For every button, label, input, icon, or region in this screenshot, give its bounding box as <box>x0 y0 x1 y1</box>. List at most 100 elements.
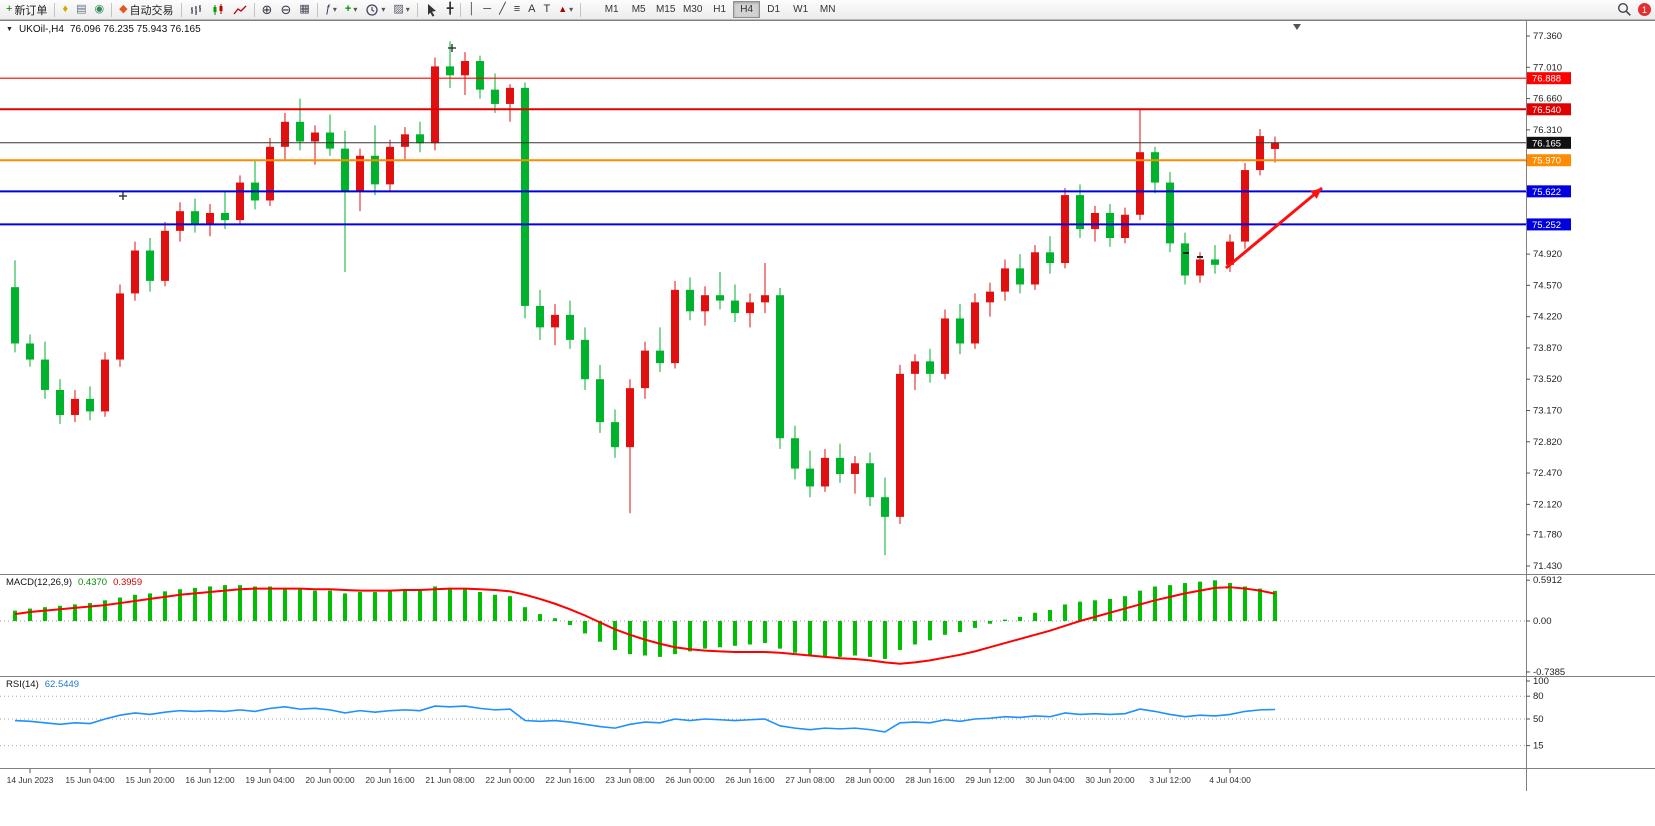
notification-badge[interactable]: 1 <box>1638 3 1651 16</box>
toolbar-separator <box>580 2 582 17</box>
zoom-out-button[interactable]: ⊖ <box>276 1 295 18</box>
trend-arrow-annotation[interactable] <box>1225 186 1323 270</box>
candle <box>971 302 979 344</box>
candle <box>686 289 694 312</box>
macd-histogram-bar <box>448 587 452 621</box>
cursor-button[interactable] <box>421 1 443 18</box>
horizontal-line-button[interactable]: ─ <box>479 1 495 18</box>
macd-histogram-bar <box>1258 588 1262 621</box>
macd-axis-label: -0.7385 <box>1533 667 1565 678</box>
candle <box>446 66 454 76</box>
time-axis-label: 23 Jun 08:00 <box>605 775 654 785</box>
fibonacci-button[interactable]: ≡ <box>510 1 524 18</box>
price-shift-marker[interactable] <box>1293 24 1301 30</box>
candle <box>191 211 199 224</box>
bar-chart-button[interactable] <box>185 1 207 18</box>
line-chart-button[interactable] <box>229 1 251 18</box>
candle <box>611 422 619 448</box>
indicators-button[interactable]: ƒ ▾ <box>321 1 341 18</box>
macd-histogram-bar <box>193 587 197 621</box>
candle <box>101 359 109 412</box>
timeframe-m15-button[interactable]: M15 <box>652 1 679 18</box>
candle <box>491 89 499 104</box>
candle <box>221 212 229 221</box>
community-button[interactable]: ◉ <box>90 1 108 18</box>
macd-histogram-bar <box>733 621 737 646</box>
macd-histogram-bar <box>913 621 917 645</box>
shapes-button[interactable]: ▲ ▾ <box>554 1 577 18</box>
zoom-in-button[interactable]: ⊕ <box>258 1 277 18</box>
macd-histogram-bar <box>268 586 272 621</box>
candle <box>326 132 334 149</box>
timeframe-m5-button[interactable]: M5 <box>625 1 652 18</box>
cursor-icon <box>427 3 436 17</box>
macd-histogram-bar <box>1228 583 1232 621</box>
candle <box>596 379 604 423</box>
vertical-line-button[interactable]: │ <box>464 1 479 18</box>
templates-button[interactable]: ▨ ▾ <box>389 1 413 18</box>
candle <box>1271 142 1279 149</box>
macd-histogram-bar <box>418 589 422 621</box>
candle <box>176 211 184 231</box>
trendline-button[interactable]: ╱ <box>495 1 510 18</box>
price-badge-label: 76.540 <box>1532 105 1561 116</box>
rsi-name: RSI(14) <box>6 679 39 690</box>
search-icon[interactable] <box>1617 2 1632 17</box>
macd-histogram-bar <box>673 621 677 655</box>
add-object-button[interactable]: + ▾ <box>341 1 361 18</box>
price-axis-label: 77.010 <box>1533 62 1562 73</box>
candle <box>1151 152 1159 183</box>
tile-windows-button[interactable]: ▦ <box>295 1 313 18</box>
candle <box>41 359 49 390</box>
auto-trading-button[interactable]: ◆ 自动交易 <box>115 1 177 18</box>
macd-axis-label: 0.5912 <box>1533 575 1562 586</box>
time-axis-label: 14 Jun 2023 <box>7 775 54 785</box>
alerts-button[interactable]: ♦ <box>58 1 72 18</box>
timeframe-h1-button[interactable]: H1 <box>706 1 733 18</box>
chart-canvas[interactable]: 77.36077.01076.66076.31075.96075.61075.2… <box>0 20 1655 826</box>
chart-context-icon[interactable]: ▼ <box>6 26 13 33</box>
time-axis-label: 16 Jun 12:00 <box>185 775 234 785</box>
crosshair-icon: ╋ <box>446 3 454 15</box>
chevron-down-icon: ▾ <box>569 5 574 14</box>
chevron-down-icon: ▾ <box>405 5 410 14</box>
timeframe-w1-button[interactable]: W1 <box>787 1 814 18</box>
auto-trading-label: 自动交易 <box>129 4 174 17</box>
candle <box>866 463 874 498</box>
macd-histogram-bar <box>478 592 482 621</box>
candle <box>131 250 139 294</box>
macd-histogram-bar <box>73 604 77 621</box>
macd-histogram-bar <box>328 590 332 621</box>
text-tool-button[interactable]: A <box>524 1 539 18</box>
timeframe-m1-button[interactable]: M1 <box>598 1 625 18</box>
price-badge-label: 75.970 <box>1532 156 1561 167</box>
candle <box>476 61 484 90</box>
candlestick-chart-button[interactable] <box>207 1 229 18</box>
news-button[interactable]: ▤ <box>72 1 90 18</box>
timeframe-h4-button[interactable]: H4 <box>733 1 761 18</box>
macd-main-value: 0.4370 <box>78 577 108 588</box>
price-axis-label: 72.820 <box>1533 437 1562 448</box>
timeframe-d1-button[interactable]: D1 <box>760 1 787 18</box>
timeframe-mn-button[interactable]: MN <box>814 1 841 18</box>
main-toolbar: + 新订单 ♦ ▤ ◉ ◆ 自动交易 ⊕ ⊖ ▦ ƒ ▾ <box>0 0 1655 20</box>
macd-histogram-bar <box>253 586 257 621</box>
label-tool-button[interactable]: T <box>539 1 554 18</box>
crosshair-button[interactable]: ╋ <box>443 1 458 18</box>
periods-button[interactable]: ▾ <box>361 1 389 18</box>
candle <box>911 361 919 374</box>
candle <box>311 132 319 142</box>
macd-histogram-bar <box>838 621 842 657</box>
chevron-down-icon: ▾ <box>381 5 386 14</box>
macd-histogram-bar <box>523 607 527 621</box>
rsi-panel <box>0 695 1526 747</box>
candle <box>776 295 784 439</box>
label-tool-icon: T <box>543 3 551 15</box>
alert-icon: ♦ <box>62 3 69 15</box>
macd-histogram-bar <box>928 621 932 641</box>
price-badge <box>1527 72 1571 85</box>
time-axis[interactable]: 14 Jun 2023 15 Jun 04:00 15 Jun 20:00 16 Ju… <box>7 769 1251 785</box>
candle <box>896 373 904 517</box>
new-order-button[interactable]: + 新订单 <box>2 1 51 18</box>
timeframe-m30-button[interactable]: M30 <box>679 1 706 18</box>
